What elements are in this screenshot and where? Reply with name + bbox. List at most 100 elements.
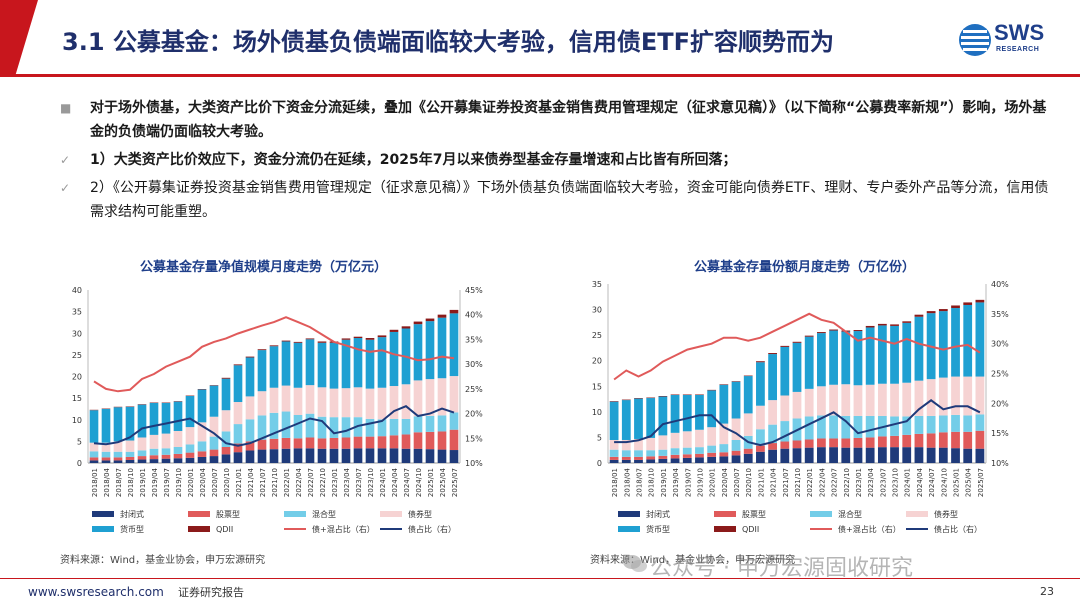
bar-segment	[951, 308, 960, 377]
bar-segment	[293, 448, 303, 463]
bar-segment	[963, 448, 973, 463]
bar-segment	[173, 458, 183, 463]
bar-segment	[841, 447, 851, 463]
bar-segment	[305, 338, 315, 340]
right-chart-source: 资料来源：Wind，基金业协会，申万宏源研究	[590, 555, 796, 566]
bar-segment	[377, 387, 387, 420]
bar-segment	[353, 436, 363, 449]
bar-segment	[221, 378, 231, 411]
bar-segment	[682, 394, 692, 432]
bullet-list: ■ 对于场外债基，大类资产比价下资金分流延续，叠加《公开募集证券投资基金销售费用…	[60, 96, 1060, 228]
bar-segment	[658, 449, 668, 456]
bar-segment	[185, 452, 195, 458]
x-tick-label: 2024/01	[379, 468, 387, 497]
x-tick-label: 2019/04	[672, 467, 680, 497]
bar-segment	[281, 437, 291, 449]
x-tick-label: 2022/01	[283, 468, 291, 497]
bar-segment	[829, 447, 838, 463]
logo-wordmark: SWS	[994, 20, 1045, 45]
y-tick-label: 15	[592, 382, 602, 391]
bar-segment	[731, 418, 741, 440]
bar-segment	[768, 400, 777, 425]
bar-segment	[425, 431, 435, 450]
y2-tick-label: 20%	[991, 399, 1009, 408]
wechat-icon	[623, 555, 647, 572]
bar-segment	[902, 434, 912, 448]
bar-segment	[425, 318, 435, 322]
bar-segment	[634, 456, 643, 460]
bar-segment	[101, 460, 111, 463]
bar-segment	[389, 435, 399, 449]
legend-swatch	[188, 511, 210, 517]
bar-segment	[853, 447, 863, 463]
bar-segment	[329, 437, 339, 449]
bar-segment	[221, 377, 231, 379]
bar-segment	[621, 459, 631, 463]
bar-segment	[221, 410, 231, 432]
bar-segment	[377, 436, 387, 449]
bar-segment	[197, 389, 207, 423]
bar-segment	[437, 378, 447, 416]
checkmark-icon: ✓	[60, 181, 71, 195]
bar-segment	[609, 459, 619, 463]
bar-segment	[353, 448, 363, 463]
bar-segment	[792, 342, 802, 392]
bar-segment	[768, 449, 777, 463]
series-line	[613, 312, 981, 381]
legend-swatch	[284, 511, 306, 517]
x-tick-label: 2019/10	[697, 468, 705, 497]
bar-segment	[329, 342, 339, 389]
bar-segment	[125, 451, 135, 457]
x-tick-label: 2023/07	[879, 468, 887, 497]
logo-subtext: RESEARCH	[996, 46, 1040, 53]
bar-segment	[938, 415, 948, 433]
watermark: 公众号 · 申万宏源固收研究	[650, 556, 913, 581]
bar-segment	[353, 336, 363, 339]
bar-segment	[185, 457, 195, 463]
bar-segment	[926, 447, 936, 463]
bar-segment	[646, 456, 656, 460]
bar-segment	[317, 341, 327, 343]
bar-segment	[804, 447, 814, 463]
legend-swatch	[188, 526, 210, 532]
x-tick-label: 2019/01	[139, 468, 147, 497]
bar-segment	[646, 398, 656, 438]
legend-label: QDII	[742, 525, 759, 534]
bar-segment	[221, 447, 231, 455]
bar-segment	[841, 438, 851, 448]
bar-segment	[437, 431, 447, 450]
bar-segment	[293, 387, 303, 415]
bar-segment	[719, 384, 729, 424]
bar-segment	[353, 338, 363, 388]
bar-segment	[293, 341, 303, 343]
header-divider	[0, 74, 1080, 77]
bar-segment	[975, 376, 985, 415]
y2-tick-label: 25%	[991, 370, 1009, 379]
bar-segment	[768, 353, 777, 355]
bar-segment	[437, 314, 447, 318]
bar-segment	[389, 386, 399, 419]
bar-segment	[890, 383, 899, 417]
footer-url[interactable]: www.swsresearch.com	[28, 585, 164, 599]
y2-tick-label: 15%	[991, 429, 1009, 438]
bar-segment	[233, 365, 243, 403]
bar-segment	[707, 427, 717, 446]
bar-segment	[609, 456, 619, 460]
y-tick-label: 20	[72, 373, 82, 382]
bar-segment	[829, 438, 838, 448]
y-tick-label: 0	[597, 459, 602, 468]
bar-segment	[149, 455, 159, 460]
bar-segment	[173, 453, 183, 459]
bar-segment	[257, 349, 267, 351]
bar-segment	[951, 414, 960, 432]
bullet-sub-1: ✓ 1）大类资产比价效应下，资金分流仍在延续，2025年7月以来债券型基金存量增…	[60, 148, 1060, 172]
x-tick-label: 2021/01	[235, 468, 243, 497]
bar-segment	[245, 419, 255, 442]
x-tick-label: 2020/04	[199, 467, 207, 497]
bar-segment	[756, 445, 765, 452]
sws-logo: SWS RESEARCH	[958, 18, 1058, 62]
x-tick-label: 2024/10	[415, 468, 423, 497]
bar-segment	[951, 431, 960, 449]
bar-segment	[938, 432, 948, 448]
bar-segment	[829, 384, 838, 416]
